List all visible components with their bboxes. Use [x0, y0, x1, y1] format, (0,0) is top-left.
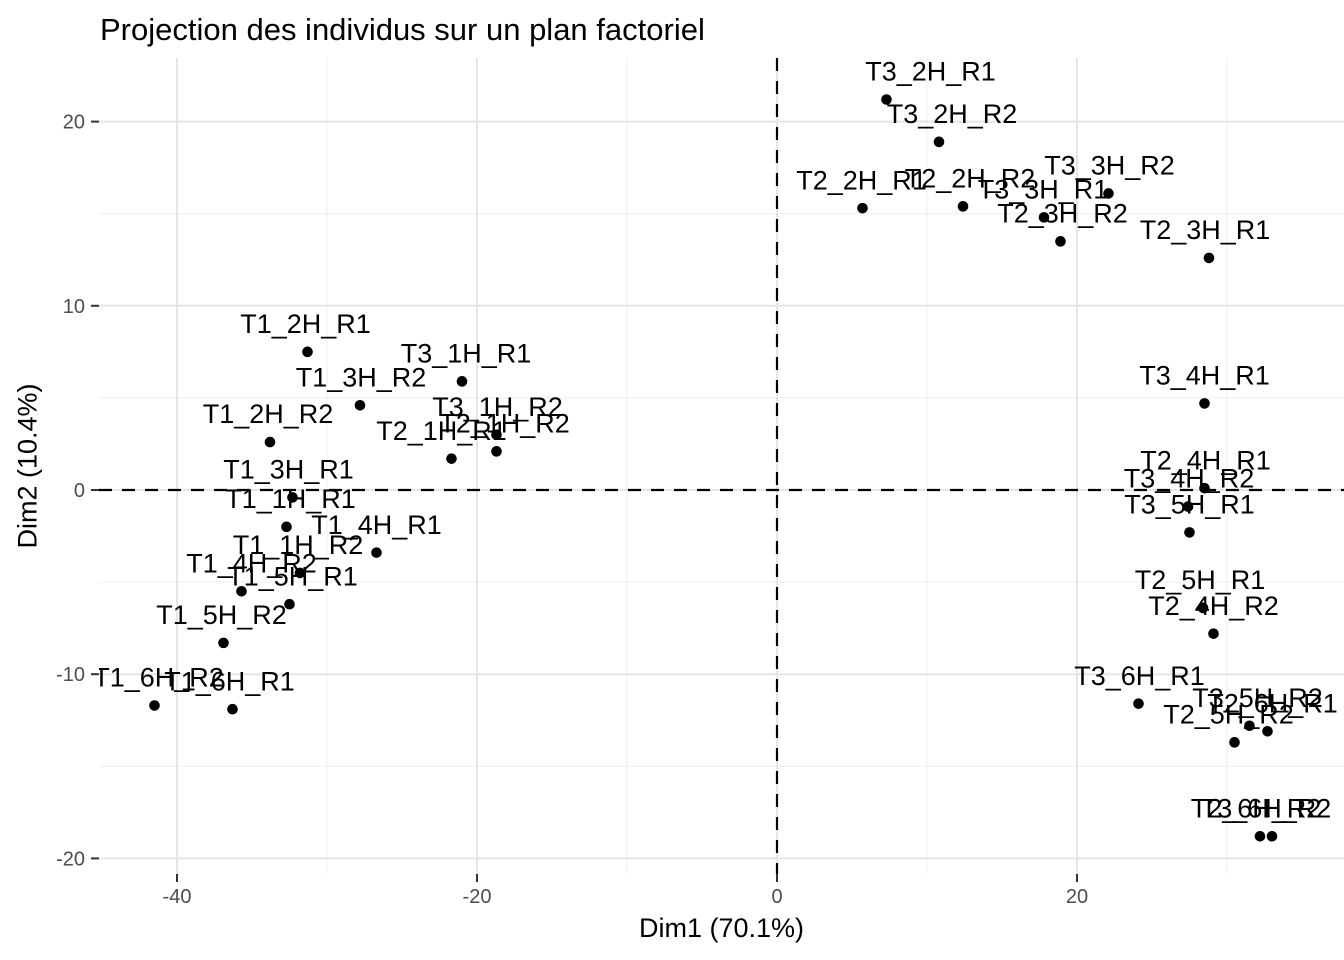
- point-label: T1_2H_R2: [203, 399, 334, 429]
- point-label: T3_5H_R1: [1124, 489, 1255, 519]
- data-point: [1184, 527, 1195, 538]
- data-point: [446, 453, 457, 464]
- data-point: [284, 598, 295, 610]
- x-tick-label: 0: [771, 886, 782, 908]
- x-tick-label: 20: [1066, 886, 1088, 908]
- point-label: T1_3H_R1: [223, 454, 354, 484]
- data-point: [957, 201, 969, 212]
- point-label: T1_1H_R1: [225, 484, 356, 514]
- point-label: T3_3H_R2: [1044, 151, 1175, 181]
- data-point: [281, 521, 292, 533]
- point-label: T1_6H_R2: [93, 663, 224, 693]
- point-label: T2_2H_R2: [905, 163, 1036, 193]
- data-point: [1182, 501, 1194, 512]
- data-point: [1244, 720, 1255, 732]
- data-point: [236, 586, 247, 597]
- point-label: T2_6H_R2: [1191, 793, 1322, 823]
- point-label: T3_4H_R1: [1139, 361, 1270, 391]
- point-label: T3_1H_R1: [401, 338, 532, 368]
- point-label: T2_3H_R1: [1140, 215, 1271, 245]
- data-point: [1197, 602, 1209, 614]
- point-label: T2_4H_R2: [1148, 591, 1279, 621]
- y-tick-label: -10: [56, 664, 85, 686]
- data-point: [371, 547, 382, 558]
- data-point: [149, 700, 160, 711]
- x-tick-label: -20: [463, 886, 492, 908]
- point-label: T1_4H_R2: [186, 548, 317, 578]
- point-label: T3_2H_R2: [887, 99, 1018, 129]
- data-point: [491, 429, 502, 441]
- point-label: T1_2H_R1: [240, 309, 371, 339]
- point-label: T3_5H_R2: [1192, 683, 1323, 713]
- data-point: [354, 399, 366, 411]
- point-label: T2_2H_R1: [796, 165, 927, 195]
- data-point: [1266, 830, 1278, 842]
- data-point: [1038, 212, 1050, 223]
- point-label: T2_1H_R1: [376, 416, 507, 446]
- data-point: [491, 446, 502, 457]
- y-axis-title: Dim2 (10.4%): [12, 383, 43, 549]
- data-point: [1254, 830, 1266, 842]
- x-tick-label: -40: [163, 886, 192, 908]
- point-label: T2_1H_R2: [439, 408, 570, 438]
- data-point: [1133, 698, 1144, 709]
- data-point: [1203, 252, 1215, 264]
- point-label: T3_6H_R1: [1074, 661, 1205, 691]
- point-label: T3_2H_R1: [865, 57, 996, 87]
- point-label: T2_4H_R1: [1140, 445, 1271, 475]
- chart-title: Projection des individus sur un plan fac…: [100, 12, 705, 47]
- point-label: T2_5H_R1: [1135, 565, 1266, 595]
- point-label: T2_6H_R1: [1207, 688, 1338, 718]
- y-tick-label: 20: [63, 112, 85, 134]
- data-point: [1262, 726, 1273, 737]
- y-tick-label: 0: [74, 480, 85, 502]
- data-point: [933, 136, 945, 148]
- data-point: [1103, 188, 1114, 199]
- data-point: [881, 94, 892, 105]
- point-label: T2_3H_R2: [997, 198, 1128, 228]
- data-point: [1199, 398, 1210, 409]
- point-label: T2_5H_R2: [1163, 699, 1294, 729]
- data-point: [302, 346, 313, 358]
- data-point: [287, 492, 298, 503]
- point-label: T1_6H_R1: [164, 666, 295, 696]
- data-point: [218, 637, 229, 649]
- point-label: T3_6H_R2: [1201, 793, 1332, 823]
- point-label: T1_5H_R1: [227, 561, 358, 591]
- data-point: [857, 202, 868, 214]
- point-label: T1_1H_R2: [233, 530, 364, 560]
- point-label: T3_3H_R1: [978, 175, 1109, 205]
- point-label: T3_1H_R2: [432, 392, 563, 422]
- data-point: [227, 703, 238, 715]
- data-point: [1199, 482, 1210, 494]
- data-point: [1229, 737, 1240, 748]
- point-label: T3_4H_R2: [1124, 464, 1255, 494]
- point-label: T1_4H_R1: [311, 510, 442, 540]
- data-point: [294, 567, 306, 579]
- x-axis-title: Dim1 (70.1%): [638, 913, 805, 943]
- y-tick-label: -20: [56, 848, 85, 870]
- data-point: [1055, 236, 1066, 247]
- data-point: [264, 436, 276, 448]
- y-tick-label: 10: [63, 296, 85, 318]
- data-point: [456, 376, 468, 387]
- point-label: T1_5H_R2: [156, 600, 287, 630]
- data-point: [1208, 628, 1219, 639]
- point-label: T1_3H_R2: [296, 362, 427, 392]
